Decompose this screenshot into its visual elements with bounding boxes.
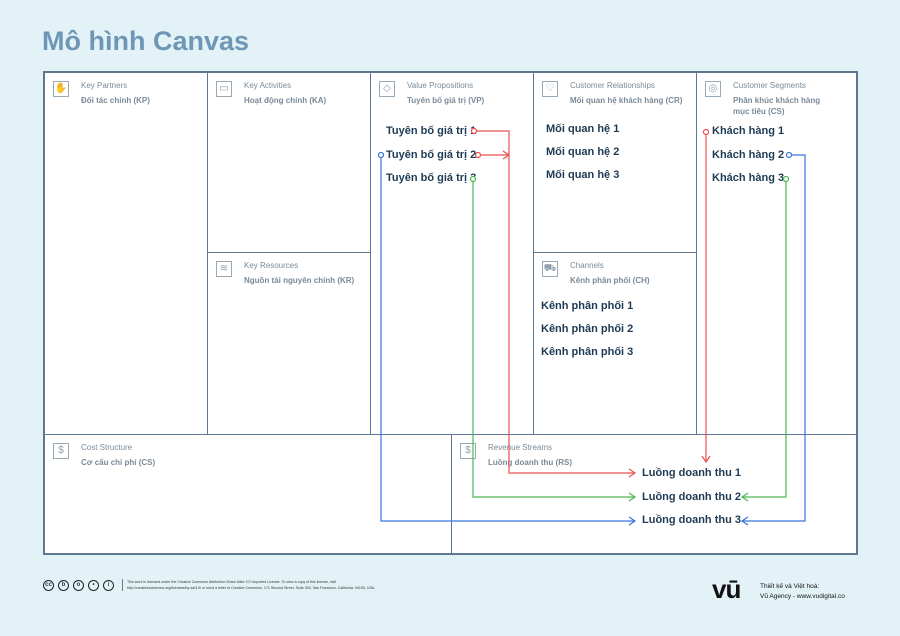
block-label-en: Key Partners bbox=[81, 81, 128, 90]
page-title: Mô hình Canvas bbox=[42, 26, 250, 56]
block-label-vi: Phân khúc khách hàng mục tiêu (CS) bbox=[733, 96, 821, 116]
block-label-vi: Hoạt động chính (KA) bbox=[244, 96, 327, 105]
truck-icon: ⛟ bbox=[542, 261, 558, 277]
block-label-vi: Kênh phân phối (CH) bbox=[570, 276, 650, 285]
block-cost-structure: $ Cost Structure Cơ cấu chi phí (CS) bbox=[45, 435, 452, 555]
cc-by-icon: b bbox=[58, 579, 69, 591]
canvas-frame: ✋ Key Partners Đối tác chính (KP) ▭ Key Act… bbox=[43, 71, 858, 555]
relationship-item[interactable]: Mối quan hệ 1 bbox=[546, 123, 620, 135]
vu-logo: vū bbox=[712, 574, 741, 604]
block-revenue-streams: $ Revenue Streams Luồng doanh thu (RS) bbox=[452, 435, 858, 555]
channel-item[interactable]: Kênh phân phối 1 bbox=[541, 300, 634, 312]
block-label-vi: Tuyên bố giá trị (VP) bbox=[407, 96, 485, 105]
revenue-item[interactable]: Luồng doanh thu 3 bbox=[642, 514, 741, 526]
revenue-item[interactable]: Luồng doanh thu 1 bbox=[642, 467, 741, 479]
license-text[interactable]: This work is licensed under the Creative… bbox=[122, 579, 382, 591]
license-footer: cc b o • i This work is licensed under t… bbox=[43, 579, 382, 591]
block-key-partners: ✋ Key Partners Đối tác chính (KP) bbox=[45, 73, 208, 435]
dollar-icon: $ bbox=[460, 443, 476, 459]
block-label-en: Channels bbox=[570, 261, 604, 270]
briefcase-icon: ▭ bbox=[216, 81, 232, 97]
block-label-en: Cost Structure bbox=[81, 443, 133, 452]
heart-icon: ♡ bbox=[542, 81, 558, 97]
block-label-en: Customer Relationships bbox=[570, 81, 655, 90]
cc-person-icon: i bbox=[103, 579, 114, 591]
block-label-en: Value Propositions bbox=[407, 81, 474, 90]
block-customer-segments: ◎ Customer Segments Phân khúc khách hàng m… bbox=[697, 73, 858, 435]
block-label-en: Key Activities bbox=[244, 81, 292, 90]
value-proposition-item[interactable]: Tuyên bố giá trị 2 bbox=[386, 149, 477, 161]
cc-nc-icon: • bbox=[88, 579, 99, 591]
green-connectors bbox=[469, 175, 790, 502]
cc-icon: cc bbox=[43, 579, 54, 591]
relationship-item[interactable]: Mối quan hệ 3 bbox=[546, 169, 620, 181]
blue-connectors bbox=[377, 151, 806, 526]
layers-icon: ≋ bbox=[216, 261, 232, 277]
block-value-propositions: ◇ Value Propositions Tuyên bố giá trị (VP) bbox=[371, 73, 534, 435]
handshake-icon: ✋ bbox=[53, 81, 69, 97]
red-connectors bbox=[470, 127, 711, 478]
cost-icon: $ bbox=[53, 443, 69, 459]
cc-sa-icon: o bbox=[73, 579, 84, 591]
channel-item[interactable]: Kênh phân phối 3 bbox=[541, 346, 634, 358]
block-key-activities: ▭ Key Activities Hoạt động chính (KA) bbox=[208, 73, 371, 253]
value-proposition-item[interactable]: Tuyên bố giá trị 1 bbox=[386, 125, 477, 137]
block-label-en: Customer Segments bbox=[733, 81, 806, 90]
segment-item[interactable]: Khách hàng 3 bbox=[712, 172, 785, 184]
value-proposition-item[interactable]: Tuyên bố giá trị 3 bbox=[386, 172, 477, 184]
block-customer-relationships: ♡ Customer Relationships Mối quan hệ khách… bbox=[534, 73, 697, 253]
credit-link[interactable]: Vũ Agency - www.vudigital.co bbox=[760, 593, 845, 600]
segment-item[interactable]: Khách hàng 1 bbox=[712, 125, 785, 137]
block-label-vi: Mối quan hệ khách hàng (CR) bbox=[570, 96, 683, 105]
block-label-en: Key Resources bbox=[244, 261, 299, 270]
block-channels: ⛟ Channels Kênh phân phối (CH) bbox=[534, 253, 697, 435]
block-key-resources: ≋ Key Resources Nguồn tài nguyên chính (KR… bbox=[208, 253, 371, 435]
credit: Thiết kế và Việt hoá: Vũ Agency - www.vu… bbox=[760, 582, 845, 602]
channel-item[interactable]: Kênh phân phối 2 bbox=[541, 323, 634, 335]
block-label-vi: Luồng doanh thu (RS) bbox=[488, 458, 572, 467]
block-label-vi: Cơ cấu chi phí (CS) bbox=[81, 458, 156, 467]
target-icon: ◎ bbox=[705, 81, 721, 97]
segment-item[interactable]: Khách hàng 2 bbox=[712, 149, 785, 161]
diamond-icon: ◇ bbox=[379, 81, 395, 97]
relationship-item[interactable]: Mối quan hệ 2 bbox=[546, 146, 620, 158]
block-label-vi: Nguồn tài nguyên chính (KR) bbox=[244, 276, 355, 285]
block-label-en: Revenue Streams bbox=[488, 443, 553, 452]
revenue-item[interactable]: Luồng doanh thu 2 bbox=[642, 491, 741, 503]
block-label-vi: Đối tác chính (KP) bbox=[81, 96, 150, 105]
credit-line: Thiết kế và Việt hoá: bbox=[760, 583, 820, 590]
